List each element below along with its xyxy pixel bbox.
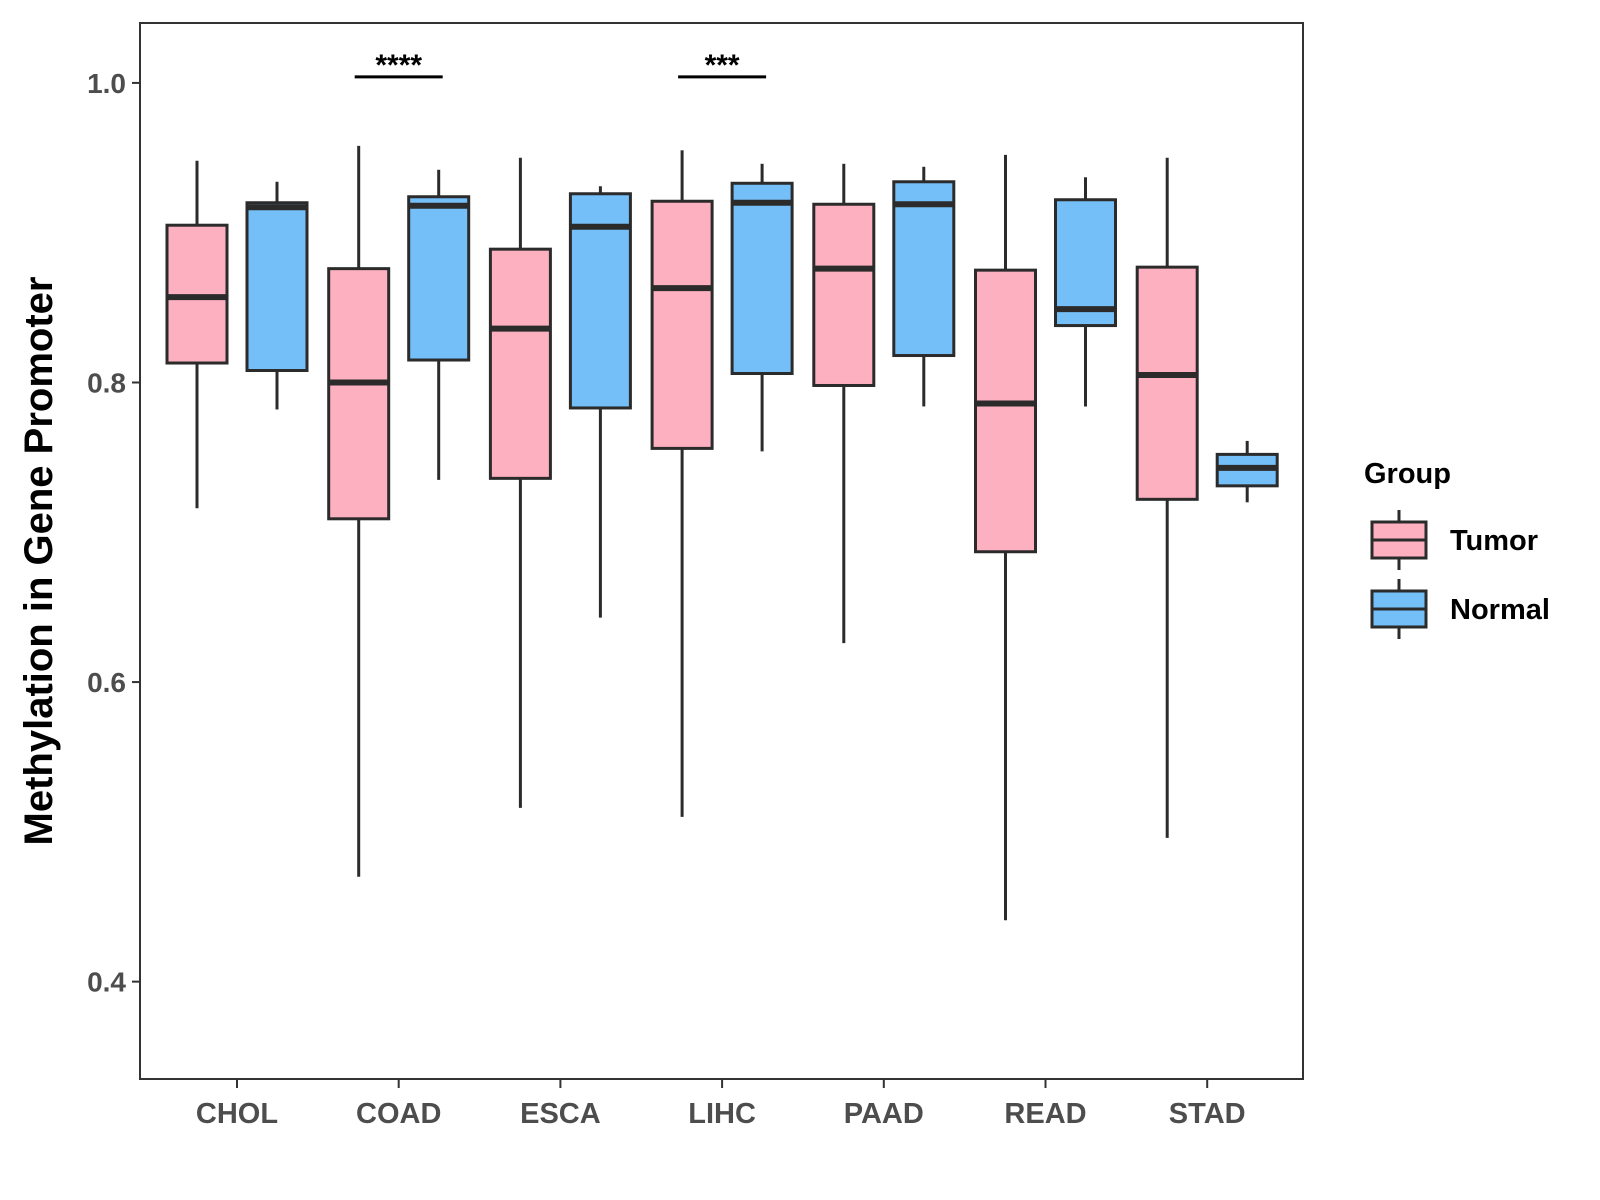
significance-label: ***	[705, 49, 740, 82]
box-tumor-stad	[1135, 157, 1199, 838]
box-tumor-lihc	[650, 150, 714, 817]
legend: Group Tumor Normal	[1364, 458, 1550, 639]
box-iqr	[488, 247, 552, 480]
box-tumor-chol	[165, 160, 229, 509]
x-tick-label: COAD	[356, 1098, 441, 1130]
box-iqr	[812, 202, 876, 387]
box-normal-stad	[1215, 440, 1279, 503]
y-tick-label: 0.6	[87, 667, 126, 698]
box-iqr	[974, 268, 1037, 554]
box-tumor-coad	[327, 145, 391, 877]
box-iqr	[650, 199, 714, 450]
box-iqr	[730, 181, 794, 376]
legend-title: Group	[1364, 458, 1451, 490]
x-tick-label: STAD	[1169, 1098, 1246, 1130]
x-tick-label: PAAD	[844, 1098, 924, 1130]
box-iqr	[245, 201, 309, 373]
axis-ticks: 0.4 0.6 0.8 1.0 CHOL COAD ESCA LIHC PAAD READ STAD	[87, 68, 1246, 1130]
legend-label-normal: Normal	[1450, 594, 1550, 626]
box-normal-coad	[407, 169, 471, 480]
box-normal-chol	[245, 181, 309, 410]
x-tick-label: READ	[1004, 1098, 1086, 1130]
legend-key-tumor	[1370, 510, 1428, 570]
x-tick-label: ESCA	[520, 1098, 601, 1130]
box-tumor-esca	[488, 157, 552, 808]
box-iqr	[892, 180, 956, 358]
box-normal-esca	[568, 186, 632, 618]
y-axis-title: Methylation in Gene Promoter	[17, 277, 61, 846]
box-normal-paad	[892, 166, 956, 407]
legend-label-tumor: Tumor	[1450, 525, 1538, 557]
box-tumor-read	[974, 154, 1037, 921]
legend-key-normal	[1370, 579, 1428, 639]
box-iqr	[407, 195, 471, 362]
box-iqr	[1054, 198, 1117, 328]
significance-annotations: **** ***	[354, 49, 767, 82]
box-normal-lihc	[730, 163, 794, 452]
box-tumor-paad	[812, 163, 876, 644]
y-tick-label: 1.0	[87, 68, 126, 99]
x-tick-label: CHOL	[196, 1098, 278, 1130]
box-iqr	[1135, 265, 1199, 501]
box-iqr	[327, 267, 391, 521]
x-tick-label: LIHC	[688, 1098, 756, 1130]
y-tick-label: 0.4	[87, 967, 126, 998]
boxes-layer	[165, 145, 1279, 921]
significance-label: ****	[375, 49, 422, 82]
y-tick-label: 0.8	[87, 367, 126, 398]
box-normal-read	[1054, 177, 1117, 407]
